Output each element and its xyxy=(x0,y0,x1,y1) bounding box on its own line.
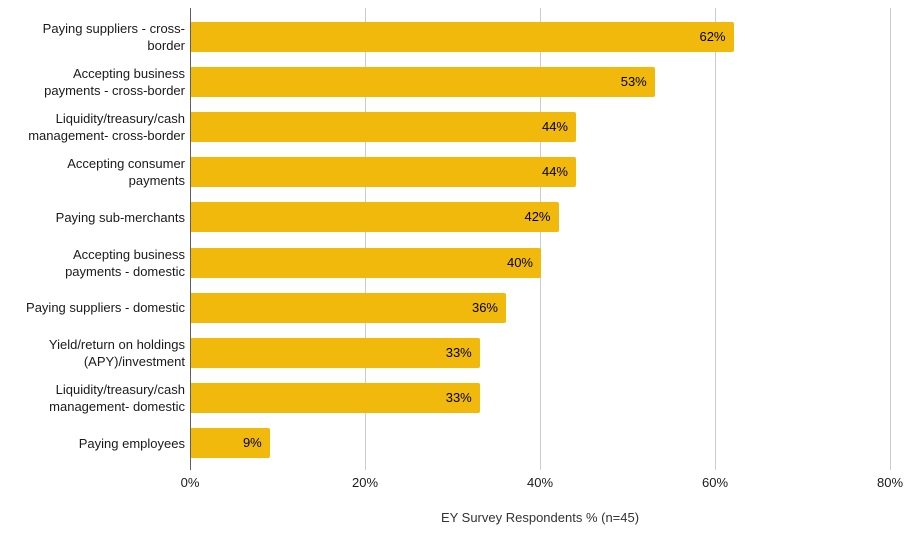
category-label: Yield/return on holdings (APY)/investmen… xyxy=(48,336,185,369)
bar-row: 44% xyxy=(190,150,890,195)
category-label: Paying sub-merchants xyxy=(55,209,185,225)
gridline xyxy=(540,8,541,470)
bar-row: 53% xyxy=(190,59,890,104)
bar[interactable]: 44% xyxy=(191,111,576,142)
category-label: Liquidity/treasury/cash management- cros… xyxy=(28,110,185,143)
x-axis-title: EY Survey Respondents % (n=45) xyxy=(440,510,640,525)
x-tick-label: 20% xyxy=(351,475,379,490)
bar-row: 33% xyxy=(190,376,890,421)
bar-value-label: 42% xyxy=(524,209,551,225)
x-tick-label: 60% xyxy=(701,475,729,490)
category-axis-labels: Paying suppliers - cross- border Acceptin… xyxy=(0,14,185,466)
plot-area: 62% 53% 44% 44% 42% 40% 36% 33% 33% 9% xyxy=(190,8,891,470)
category-label: Accepting business payments - cross-bord… xyxy=(44,65,185,98)
category-label: Accepting business payments - domestic xyxy=(65,246,185,279)
bar[interactable]: 33% xyxy=(191,383,480,414)
bar-value-label: 33% xyxy=(445,344,472,360)
bar-value-label: 53% xyxy=(620,73,647,89)
x-axis: 0% 20% 40% 60% 80% xyxy=(0,475,918,493)
bar[interactable]: 44% xyxy=(191,157,576,188)
gridline xyxy=(890,8,891,470)
bar-row: 44% xyxy=(190,104,890,149)
bar-value-label: 44% xyxy=(541,118,568,134)
category-label: Paying employees xyxy=(78,435,185,451)
bar-row: 9% xyxy=(190,421,890,466)
gridline xyxy=(715,8,716,470)
bar-value-label: 40% xyxy=(506,254,533,270)
bar-value-label: 62% xyxy=(699,28,726,44)
bar[interactable]: 40% xyxy=(191,247,541,278)
bar[interactable]: 9% xyxy=(191,428,270,459)
category-label: Accepting consumer payments xyxy=(67,156,185,189)
bar-row: 33% xyxy=(190,330,890,375)
bar-series: 62% 53% 44% 44% 42% 40% 36% 33% 33% 9% xyxy=(190,14,890,466)
bar[interactable]: 53% xyxy=(191,66,655,97)
bar-value-label: 36% xyxy=(471,299,498,315)
bar-row: 42% xyxy=(190,195,890,240)
x-tick-label: 0% xyxy=(180,475,200,490)
x-tick-label: 80% xyxy=(876,475,904,490)
category-label: Liquidity/treasury/cash management- dome… xyxy=(49,382,185,415)
bar-value-label: 9% xyxy=(242,435,262,451)
category-label: Paying suppliers - domestic xyxy=(26,300,185,316)
bar-row: 36% xyxy=(190,285,890,330)
x-tick-label: 40% xyxy=(526,475,554,490)
bar-value-label: 44% xyxy=(541,164,568,180)
category-label: Paying suppliers - cross- border xyxy=(42,20,185,53)
axis-baseline xyxy=(190,8,191,470)
bar-row: 40% xyxy=(190,240,890,285)
bar[interactable]: 62% xyxy=(191,21,734,52)
bar-value-label: 33% xyxy=(445,390,472,406)
gridline xyxy=(365,8,366,470)
bar-row: 62% xyxy=(190,14,890,59)
bar[interactable]: 42% xyxy=(191,202,559,233)
bar[interactable]: 36% xyxy=(191,292,506,323)
bar[interactable]: 33% xyxy=(191,337,480,368)
